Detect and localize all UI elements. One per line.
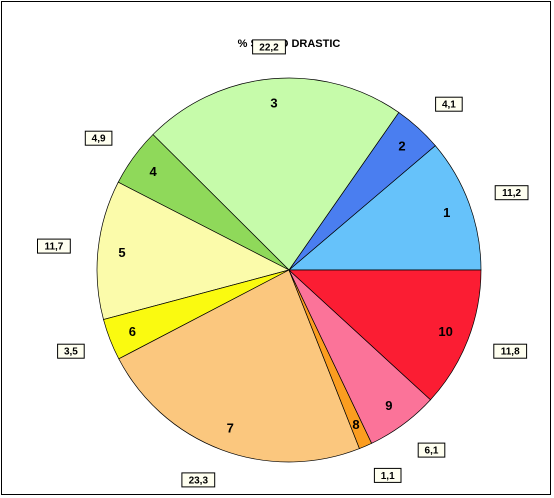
- slice-value-label: 11,7: [37, 238, 71, 254]
- value-label-text: 11,8: [501, 347, 520, 358]
- slice-category-label: 3: [270, 96, 277, 111]
- value-label-text: 22,2: [259, 42, 279, 53]
- value-label-box: [181, 472, 216, 488]
- value-label-box: [84, 130, 113, 146]
- pie-slice-3: [152, 77, 400, 271]
- slice-value-label: 4,9: [84, 130, 113, 146]
- pie-slice-7: [118, 269, 360, 463]
- value-label-text: 1,1: [381, 471, 395, 482]
- slice-value-label: 1,1: [373, 467, 402, 483]
- value-label-box: [57, 343, 85, 359]
- value-label-text: 11,2: [502, 188, 521, 199]
- slice-value-label: 3,5: [57, 343, 85, 359]
- slice-value-label: 22,2: [252, 39, 286, 55]
- value-label-text: 6,1: [425, 446, 439, 457]
- slice-category-label: 10: [438, 324, 452, 339]
- pie-slice-1: [288, 145, 482, 271]
- value-label-box: [252, 39, 286, 55]
- value-label-text: 11,7: [44, 242, 63, 253]
- value-label-box: [494, 185, 529, 201]
- value-label-box: [37, 238, 71, 254]
- slice-value-label: 23,3: [181, 472, 216, 488]
- slice-category-label: 6: [129, 324, 136, 339]
- value-label-text: 23,3: [189, 475, 209, 486]
- value-label-box: [417, 442, 446, 458]
- value-label-text: 3,5: [64, 347, 78, 358]
- slice-category-label: 5: [118, 245, 125, 260]
- slice-category-label: 7: [227, 420, 234, 435]
- slice-category-label: 1: [443, 205, 450, 220]
- value-label-box: [435, 96, 463, 112]
- slice-category-label: 8: [352, 417, 359, 432]
- slice-value-label: 11,8: [493, 343, 528, 359]
- slice-category-label: 2: [398, 139, 405, 154]
- pie-slice-10: [288, 269, 482, 401]
- value-label-text: 4,1: [442, 100, 456, 111]
- slice-category-label: 4: [149, 164, 157, 179]
- value-label-text: 4,9: [92, 134, 106, 145]
- value-label-box: [493, 343, 528, 359]
- pie-slice-5: [96, 181, 290, 320]
- value-label-box: [373, 467, 402, 483]
- slice-value-label: 6,1: [417, 442, 446, 458]
- slice-value-label: 4,1: [435, 96, 463, 112]
- slice-value-label: 11,2: [494, 185, 529, 201]
- slice-category-label: 9: [385, 398, 392, 413]
